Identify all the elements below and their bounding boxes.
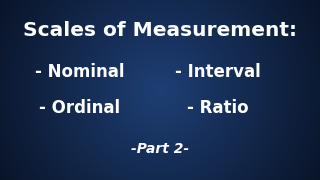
Text: -Part 2-: -Part 2-: [131, 142, 189, 156]
Text: - Nominal: - Nominal: [35, 63, 125, 81]
Text: - Interval: - Interval: [175, 63, 260, 81]
Text: Scales of Measurement:: Scales of Measurement:: [23, 21, 297, 40]
Text: - Ratio: - Ratio: [187, 99, 248, 117]
Text: - Ordinal: - Ordinal: [39, 99, 121, 117]
